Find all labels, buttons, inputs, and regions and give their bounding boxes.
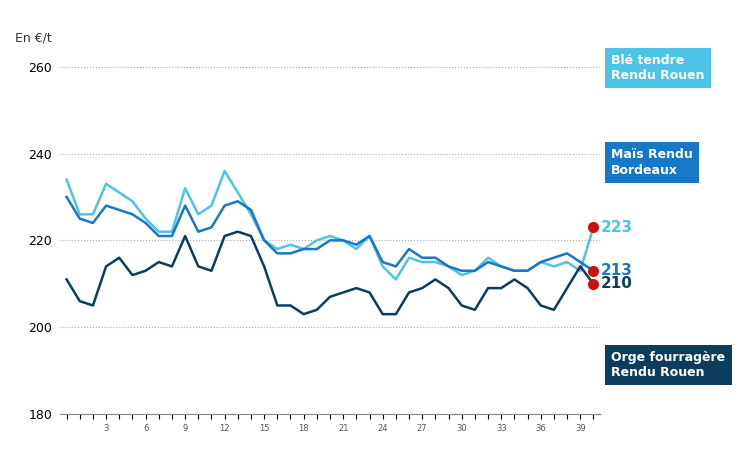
- Text: Blé tendre
Rendu Rouen: Blé tendre Rendu Rouen: [611, 54, 705, 82]
- Text: 223: 223: [600, 220, 632, 235]
- Text: Orge fourragère
Rendu Rouen: Orge fourragère Rendu Rouen: [611, 351, 725, 379]
- Text: 210: 210: [600, 276, 632, 291]
- Text: 213: 213: [600, 263, 632, 278]
- Text: Maïs Rendu
Bordeaux: Maïs Rendu Bordeaux: [611, 148, 693, 176]
- Text: En €/t: En €/t: [15, 32, 52, 45]
